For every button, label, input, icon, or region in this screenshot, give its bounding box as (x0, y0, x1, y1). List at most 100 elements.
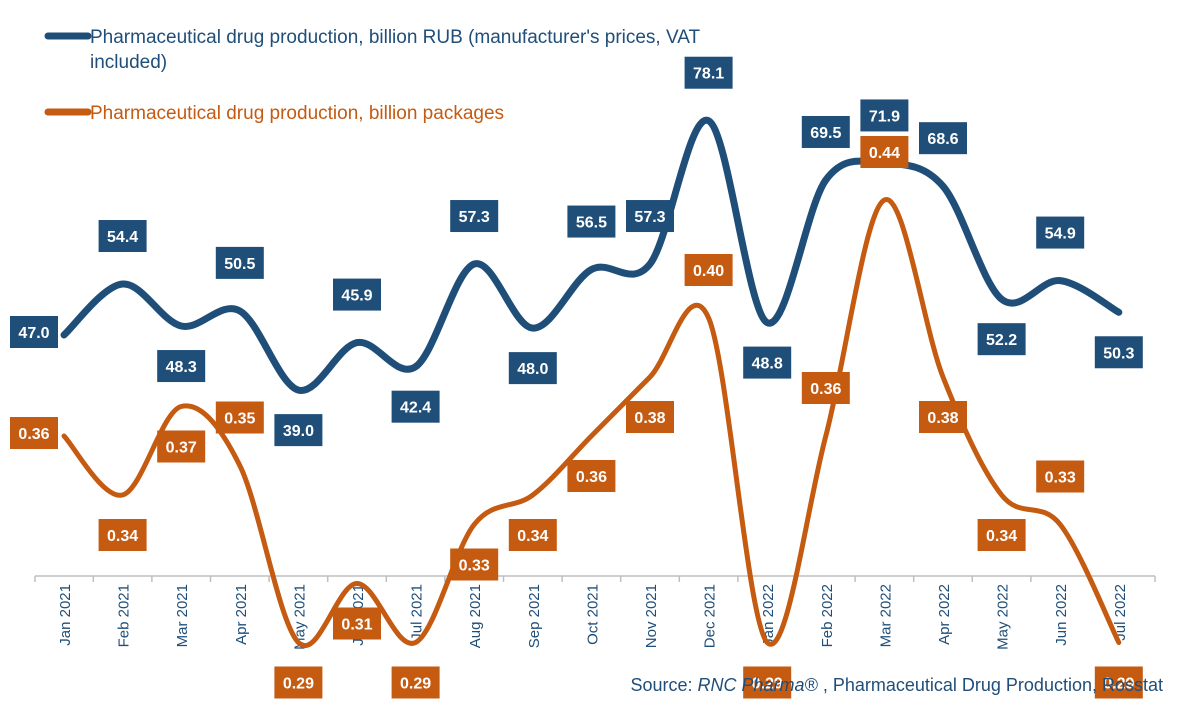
data-label-packages: 0.34 (986, 528, 1017, 545)
x-tick-label: Mar 2021 (174, 584, 191, 647)
data-label-packages: 0.36 (576, 469, 607, 486)
data-label-packages-group: 0.34 (508, 519, 557, 551)
data-label-packages: 0.34 (517, 528, 548, 545)
data-label-packages: 0.34 (107, 528, 138, 545)
data-label-packages: 0.33 (459, 558, 490, 575)
data-label-packages-group: 0.35 (215, 401, 264, 434)
data-label-packages: 0.40 (693, 263, 724, 280)
data-label-rub: 47.0 (18, 325, 49, 342)
data-label-rub-box (919, 122, 967, 155)
data-label-packages-box (626, 401, 674, 433)
data-label-rub-box (508, 352, 557, 385)
data-label-rub-box (1094, 336, 1143, 369)
data-label-rub-group: 50.3 (1094, 336, 1143, 369)
data-label-rub-group: 50.5 (215, 246, 264, 279)
data-label-rub-box (977, 323, 1026, 356)
data-label-rub: 69.5 (810, 125, 841, 142)
legend-label-packages: Pharmaceutical drug production, billion … (90, 103, 504, 124)
data-label-packages-group: 0.29 (274, 666, 323, 699)
data-label-packages-box (1036, 460, 1085, 493)
data-label-rub: 50.5 (224, 256, 255, 273)
data-label-packages-group: 0.36 (10, 417, 58, 449)
data-label-packages: 0.38 (927, 410, 958, 427)
data-label-packages: 0.35 (224, 411, 255, 428)
data-label-packages-box (10, 417, 58, 449)
data-label-rub: 68.6 (927, 131, 958, 148)
data-label-rub: 48.0 (517, 361, 548, 378)
data-label-rub-group: 54.4 (98, 220, 147, 253)
data-label-rub: 50.3 (1103, 345, 1134, 362)
source-brand: RNC Pharma® (698, 675, 819, 695)
legend-label-rub-line1: Pharmaceutical drug production, billion … (90, 27, 701, 48)
data-label-packages-box (919, 401, 967, 433)
data-label-packages-box (743, 666, 792, 699)
x-tick-label: Mar 2022 (877, 584, 894, 647)
data-label-packages-group: 0.36 (801, 372, 850, 404)
data-label-packages-group: 0.29 (391, 666, 440, 699)
source-prefix: Source: (630, 675, 697, 695)
data-label-packages-group: 0.40 (684, 254, 733, 286)
data-label-rub-box (157, 350, 206, 383)
data-label-rub-box (684, 56, 733, 89)
data-label-packages-box (274, 666, 323, 699)
x-tick-label: Feb 2021 (116, 584, 133, 647)
data-label-packages: 0.36 (18, 426, 49, 443)
chart-legend: Pharmaceutical drug production, billion … (44, 27, 705, 124)
x-tick-label: Sep 2021 (526, 584, 543, 648)
data-label-rub: 54.9 (1045, 226, 1076, 243)
data-label-rub: 57.3 (459, 209, 490, 226)
data-label-rub: 39.0 (283, 423, 314, 440)
data-label-packages-box (157, 430, 206, 463)
data-label-packages-box (98, 519, 147, 551)
data-label-packages: 0.29 (1103, 676, 1134, 693)
data-label-packages-group: 0.34 (977, 519, 1026, 551)
x-tick-label: Feb 2022 (819, 584, 836, 647)
data-label-rub: 42.4 (400, 400, 431, 417)
x-tick-label: Jul 2022 (1112, 584, 1129, 641)
data-label-packages-box (977, 519, 1026, 551)
data-label-rub-group: 42.4 (391, 390, 440, 423)
series-lines (60, 117, 1123, 648)
data-label-rub: 52.2 (986, 332, 1017, 349)
data-label-packages-box (391, 666, 440, 699)
data-label-rub: 56.5 (576, 215, 607, 232)
data-label-packages: 0.37 (166, 440, 197, 457)
data-label-rub: 71.9 (869, 108, 900, 125)
data-label-packages-group: 0.29 (743, 666, 792, 699)
legend-item-rub: Pharmaceutical drug production, billion … (44, 27, 705, 73)
data-labels: 47.0 54.4 48.3 50.5 39.0 45.9 42.4 57.3 48.0 56.5… (10, 56, 1143, 699)
source-note: Source: RNC Pharma® , Pharmaceutical Dru… (630, 675, 1163, 695)
x-tick-label: Apr 2022 (936, 584, 953, 645)
data-label-packages-box (567, 460, 616, 492)
x-axis: Jan 2021 Feb 2021 Mar 2021 Apr 2021 May 2021… (34, 575, 1156, 650)
data-label-packages-box (333, 607, 381, 640)
x-tick-label: Jul 2021 (409, 584, 426, 641)
data-label-packages: 0.29 (752, 676, 783, 693)
data-label-rub-box (567, 205, 616, 238)
data-label-packages-box (1094, 666, 1143, 699)
data-label-rub-box (743, 346, 792, 379)
data-label-packages-group: 0.34 (98, 519, 147, 551)
data-label-rub-group: 39.0 (274, 414, 323, 447)
data-label-packages: 0.29 (283, 676, 314, 693)
data-label-packages-group: 0.38 (919, 401, 967, 433)
data-label-rub-box (1036, 216, 1085, 249)
data-label-packages-group: 0.44 (860, 136, 909, 168)
data-label-rub-group: 78.1 (684, 56, 733, 89)
x-tick-label: Dec 2021 (702, 584, 719, 648)
data-label-rub-group: 56.5 (567, 205, 616, 238)
source-suffix: , Pharmaceutical Drug Production, Rossta… (823, 675, 1163, 695)
data-label-rub-box (801, 115, 850, 148)
data-label-packages-box (215, 401, 264, 434)
data-label-packages-group: 0.36 (567, 460, 616, 492)
legend-label-rub: Pharmaceutical drug production, billion … (90, 27, 705, 73)
data-label-rub-box (98, 220, 147, 253)
data-label-rub-group: 48.8 (743, 346, 792, 379)
data-label-rub-box (450, 200, 499, 233)
data-label-rub-group: 48.3 (157, 350, 206, 383)
data-label-rub: 57.3 (634, 209, 665, 226)
data-label-rub-group: 57.3 (626, 200, 674, 233)
data-label-rub: 48.8 (752, 356, 783, 373)
data-label-rub: 78.1 (693, 66, 724, 83)
data-label-packages-box (450, 548, 499, 581)
